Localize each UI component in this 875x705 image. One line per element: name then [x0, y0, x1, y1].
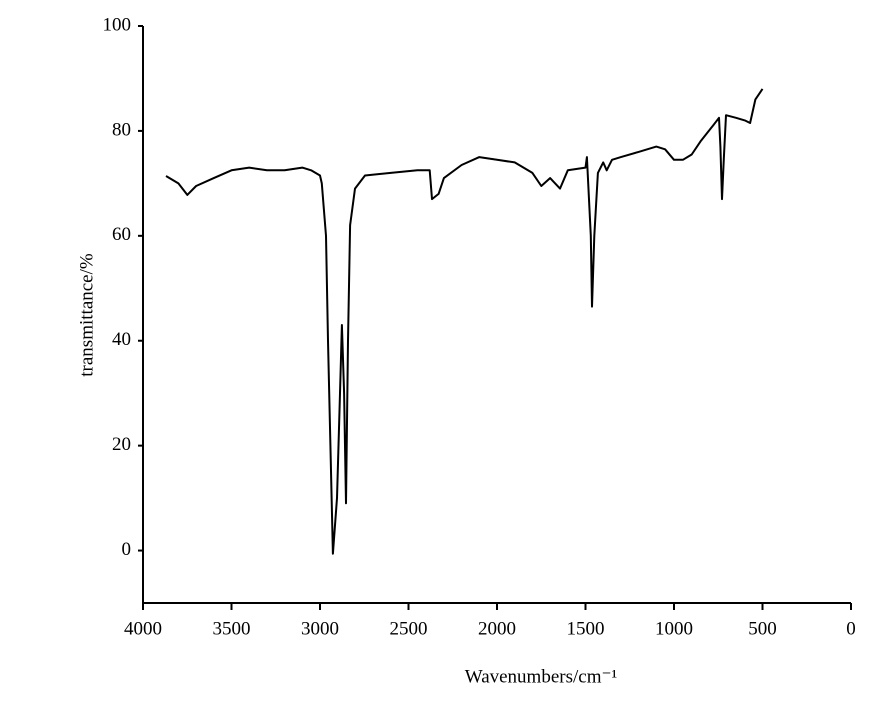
x-tick-label: 2000 — [478, 618, 516, 639]
y-tick-label: 100 — [103, 14, 132, 35]
x-tick-label: 4000 — [124, 618, 162, 639]
x-tick-label: 3500 — [213, 618, 251, 639]
y-tick-label: 80 — [112, 119, 131, 140]
x-tick-label: 500 — [748, 618, 777, 639]
y-tick-label: 20 — [112, 434, 131, 455]
x-tick-label: 1000 — [655, 618, 693, 639]
y-axis-title: transmittance/% — [76, 253, 97, 377]
x-tick-label: 1500 — [567, 618, 605, 639]
x-axis-title: Wavenumbers/cm⁻¹ — [465, 666, 618, 687]
y-tick-label: 60 — [112, 224, 131, 245]
x-tick-label: 0 — [846, 618, 856, 639]
x-tick-label: 3000 — [301, 618, 339, 639]
spectrum-line — [165, 88, 764, 555]
y-tick-label: 40 — [112, 329, 131, 350]
y-tick-label: 0 — [122, 539, 132, 560]
x-tick-label: 2500 — [390, 618, 428, 639]
